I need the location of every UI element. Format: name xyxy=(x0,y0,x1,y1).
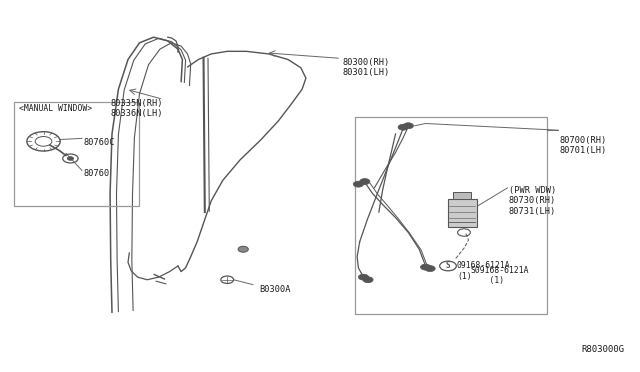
Circle shape xyxy=(403,123,413,129)
Text: (1): (1) xyxy=(457,272,472,281)
Text: 09168-6121A: 09168-6121A xyxy=(457,262,511,270)
Circle shape xyxy=(353,181,364,187)
Circle shape xyxy=(363,277,373,283)
Circle shape xyxy=(425,266,435,272)
Text: 80760C: 80760C xyxy=(83,138,115,147)
Text: 80300(RH)
80301(LH): 80300(RH) 80301(LH) xyxy=(342,58,390,77)
Text: <MANUAL WINDOW>: <MANUAL WINDOW> xyxy=(19,104,92,113)
Bar xyxy=(355,117,547,314)
Text: 80700(RH)
80701(LH): 80700(RH) 80701(LH) xyxy=(560,136,607,155)
Circle shape xyxy=(360,179,370,185)
Bar xyxy=(14,102,139,206)
Text: 80335N(RH)
80336N(LH): 80335N(RH) 80336N(LH) xyxy=(111,99,163,118)
Circle shape xyxy=(398,124,408,130)
Circle shape xyxy=(358,274,369,280)
Text: 80760: 80760 xyxy=(83,169,109,178)
Bar xyxy=(448,199,477,227)
Text: S09168-6121A
    (1): S09168-6121A (1) xyxy=(470,266,529,285)
Circle shape xyxy=(238,246,248,252)
Text: R803000G: R803000G xyxy=(581,345,624,354)
Circle shape xyxy=(67,157,74,160)
Text: (PWR WDW)
80730(RH)
80731(LH): (PWR WDW) 80730(RH) 80731(LH) xyxy=(509,186,556,216)
Text: B0300A: B0300A xyxy=(259,285,291,294)
Bar xyxy=(453,192,471,199)
Circle shape xyxy=(420,264,431,270)
Text: S: S xyxy=(445,262,451,270)
